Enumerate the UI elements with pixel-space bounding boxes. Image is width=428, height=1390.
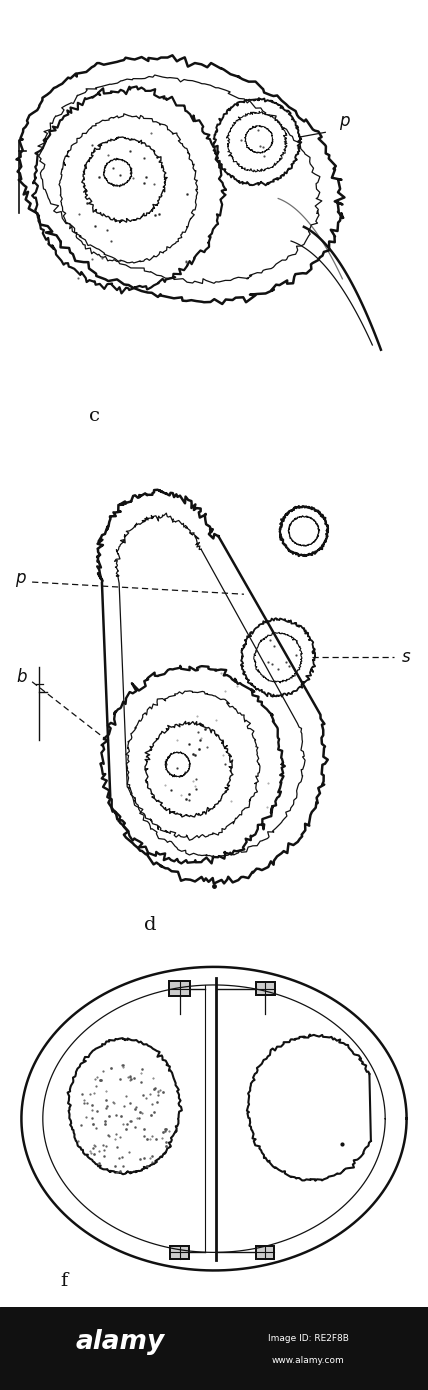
Text: c: c [89,407,100,425]
Text: Image ID: RE2F8B: Image ID: RE2F8B [268,1334,348,1343]
Text: www.alamy.com: www.alamy.com [272,1357,345,1365]
Text: $s$: $s$ [401,649,412,666]
Bar [256,1245,274,1259]
Bar [169,981,190,995]
Bar [170,1245,189,1259]
Bar [256,981,275,995]
Text: $b$: $b$ [15,669,27,685]
Bar [170,1245,189,1259]
Text: alamy: alamy [75,1329,164,1355]
Text: $p$: $p$ [339,114,351,132]
Text: $p$: $p$ [15,571,27,588]
Text: d: d [143,916,156,934]
Bar [169,981,190,995]
Bar [256,1245,274,1259]
Text: f: f [61,1272,68,1290]
Bar [256,981,275,995]
